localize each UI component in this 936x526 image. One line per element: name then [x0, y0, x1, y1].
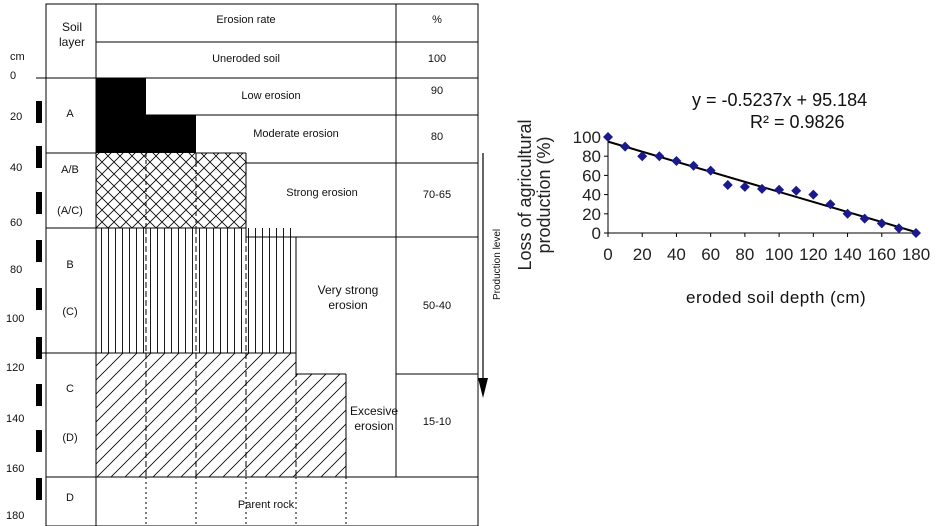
layer-b: B — [66, 259, 74, 271]
very-strong-erosion-percent: 50-40 — [422, 300, 452, 312]
r-squared: R² = 0.9826 — [750, 112, 845, 132]
layer-b-sub: (C) — [62, 306, 78, 318]
depth-tick: 20 — [10, 111, 23, 123]
percent-header: % — [432, 14, 442, 26]
data-point — [876, 218, 887, 229]
x-tick-label: 20 — [633, 245, 652, 264]
y-tick-label: 40 — [582, 186, 601, 205]
data-point — [808, 189, 819, 200]
depth-ticks — [36, 77, 46, 354]
depth-tick: 60 — [10, 217, 23, 229]
depth-tick: 160 — [6, 463, 25, 475]
data-point — [842, 208, 853, 219]
x-tick-label: 180 — [902, 245, 930, 264]
data-point — [603, 132, 613, 142]
x-tick-label: 120 — [799, 245, 827, 264]
hatch-strong — [96, 153, 246, 228]
data-point — [654, 151, 665, 162]
scatter-chart: y = -0.5237x + 95.184 R² = 0.9826 Loss o… — [500, 80, 936, 320]
depth-tick: 140 — [6, 413, 25, 425]
data-point — [620, 141, 631, 152]
layer-a: A — [66, 108, 74, 120]
diagram-graphics — [36, 3, 488, 526]
very-strong-line2: erosion — [328, 298, 368, 312]
depth-tick: 180 — [6, 510, 25, 522]
layer-ab: A/B — [61, 164, 79, 176]
excessive-line2: erosion — [354, 419, 394, 433]
soil-erosion-diagram: cm Soil layer Erosion rate % Uneroded so… — [6, 3, 503, 526]
uneroded-percent: 100 — [427, 53, 447, 65]
data-point — [637, 151, 648, 162]
strong-erosion-percent: 70-65 — [422, 189, 452, 201]
layer-d: D — [66, 492, 74, 504]
uneroded-soil-label: Uneroded soil — [212, 53, 280, 65]
layer-ab-sub: (A/C) — [57, 205, 83, 217]
data-point — [859, 213, 870, 224]
soil-layer-label: Soil layer — [58, 20, 85, 49]
depth-scale-bars — [36, 101, 42, 500]
unit-label: cm — [10, 51, 25, 63]
moderate-erosion-percent: 80 — [430, 131, 444, 143]
data-point — [739, 181, 750, 192]
x-axis-title: eroded soil depth (cm) — [686, 288, 867, 307]
data-point — [722, 180, 733, 190]
depth-tick: 80 — [10, 264, 23, 276]
data-point — [791, 185, 802, 196]
erosion-rate-header: Erosion rate — [216, 14, 276, 26]
y-tick-label: 80 — [582, 147, 601, 166]
data-point — [671, 156, 682, 166]
excessive-erosion-percent: 15-10 — [422, 416, 452, 428]
data-point — [825, 199, 836, 210]
trend-equation: y = -0.5237x + 95.184 — [692, 90, 868, 110]
x-tick-label: 80 — [735, 245, 754, 264]
x-tick-label: 60 — [701, 245, 720, 264]
depth-tick: 40 — [10, 162, 23, 174]
depth-tick: 100 — [6, 313, 25, 325]
soil-layer-header: Soil layer — [48, 20, 96, 50]
very-strong-line1: Very strong — [317, 283, 379, 297]
x-tick-label: 100 — [765, 245, 793, 264]
layer-c: C — [66, 383, 74, 395]
data-point — [757, 183, 767, 194]
very-strong-erosion-label: Very strong erosion — [306, 283, 390, 313]
x-tick-label: 0 — [603, 245, 612, 264]
data-point — [774, 184, 785, 195]
excessive-line1: Excesive — [349, 404, 399, 418]
layer-c-sub: (D) — [62, 432, 78, 444]
low-erosion-percent: 90 — [430, 85, 444, 97]
low-erosion-label: Low erosion — [241, 90, 301, 102]
data-point — [688, 160, 699, 171]
data-point — [705, 165, 716, 176]
excessive-erosion-label: Excesive erosion — [344, 404, 404, 434]
x-tick-label: 40 — [667, 245, 686, 264]
data-point — [893, 223, 904, 234]
parent-rock-label: Parent rock — [237, 499, 295, 511]
y-tick-label: 0 — [592, 224, 601, 243]
x-tick-label: 140 — [833, 245, 861, 264]
strong-erosion-label: Strong erosion — [286, 187, 358, 199]
y-tick-label: 20 — [582, 205, 601, 224]
depth-tick: 0 — [10, 70, 17, 82]
y-tick-label: 60 — [582, 166, 601, 185]
y-tick-label: 100 — [573, 128, 601, 147]
data-point — [911, 228, 921, 238]
depth-tick: 120 — [6, 362, 25, 374]
block-low — [96, 78, 146, 153]
moderate-erosion-label: Moderate erosion — [253, 128, 339, 140]
x-tick-label: 160 — [868, 245, 896, 264]
block-moderate — [146, 115, 196, 153]
